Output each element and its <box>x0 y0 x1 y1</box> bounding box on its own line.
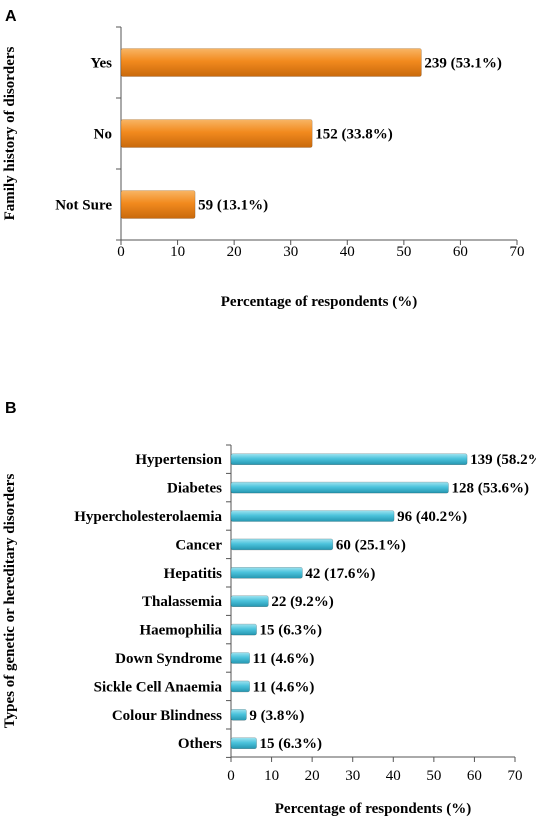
data-label: 239 (53.1%) <box>424 56 502 72</box>
data-label: 11 (4.6%) <box>253 651 315 667</box>
x-tick-label: 70 <box>510 244 525 260</box>
category-label: Yes <box>90 56 112 72</box>
x-tick-label: 20 <box>305 768 320 784</box>
data-label: 15 (6.3%) <box>260 623 323 639</box>
data-label: 139 (58.2%) <box>470 452 536 468</box>
x-tick-label: 70 <box>508 768 523 784</box>
chart-panel-a: A 0 10 20 30 40 50 60 70 Yes 239 (53.1%) No 152 (33.… <box>2 8 525 310</box>
category-label: Hypertension <box>135 452 222 468</box>
category-label: Sickle Cell Anaemia <box>94 679 223 695</box>
x-tick-label: 30 <box>283 244 298 260</box>
bar-no <box>120 119 313 148</box>
data-label: 9 (3.8%) <box>249 708 304 724</box>
bar-not-sure <box>120 190 196 219</box>
category-label: Haemophilia <box>139 623 222 639</box>
x-tick-label: 0 <box>117 244 125 260</box>
data-label: 59 (13.1%) <box>198 198 268 214</box>
bar-hypercholesterolaemia <box>230 510 395 522</box>
category-label: No <box>94 127 112 143</box>
panel-label: A <box>5 8 17 25</box>
category-label: Colour Blindness <box>112 708 222 724</box>
bar-cancer <box>230 538 334 551</box>
x-tick-label: 20 <box>227 244 242 260</box>
bar-colour-blindness <box>230 708 247 721</box>
x-tick-label: 40 <box>386 768 401 784</box>
x-tick-label: 10 <box>264 768 279 784</box>
category-label: Thalassemia <box>142 594 223 610</box>
data-label: 128 (53.6%) <box>451 481 529 497</box>
data-label: 60 (25.1%) <box>336 537 406 553</box>
chart-panel-b: B 0 10 20 30 40 50 60 70 Hypertension 139 (58.2%) D… <box>2 400 536 817</box>
category-label: Diabetes <box>167 481 222 497</box>
data-label: 15 (6.3%) <box>260 736 323 752</box>
data-label: 152 (33.8%) <box>315 127 393 143</box>
x-tick-label: 60 <box>453 244 468 260</box>
x-axis-title: Percentage of respondents (%) <box>275 801 472 817</box>
bar-sickle-cell-anaemia <box>230 680 250 693</box>
bar-thalassemia <box>230 595 269 608</box>
category-label: Not Sure <box>55 198 112 214</box>
bar-hypertension <box>230 453 468 466</box>
data-label: 11 (4.6%) <box>253 679 315 695</box>
y-axis-title: Types of genetic or hereditary disorders <box>2 474 18 729</box>
bar-diabetes <box>230 481 449 494</box>
category-label: Others <box>178 736 222 752</box>
data-label: 42 (17.6%) <box>305 566 375 582</box>
panel-label: B <box>5 400 17 417</box>
x-tick-label: 0 <box>227 768 235 784</box>
x-axis-title: Percentage of respondents (%) <box>221 294 418 310</box>
category-label: Down Syndrome <box>115 651 222 667</box>
bar-hepatitis <box>230 566 303 579</box>
category-label: Cancer <box>175 537 222 553</box>
y-axis-title: Family history of disorders <box>2 46 18 220</box>
category-label: Hepatitis <box>164 566 222 582</box>
x-tick-label: 30 <box>345 768 360 784</box>
x-tick-label: 50 <box>426 768 441 784</box>
data-label: 96 (40.2%) <box>397 509 467 525</box>
bar-yes <box>120 48 422 77</box>
bar-down-syndrome <box>230 652 250 664</box>
data-label: 22 (9.2%) <box>271 594 334 610</box>
x-tick-label: 40 <box>340 244 355 260</box>
category-label: Hypercholesterolaemia <box>74 509 222 525</box>
x-tick-label: 50 <box>396 244 411 260</box>
x-tick-label: 10 <box>170 244 185 260</box>
bar-haemophilia <box>230 623 257 636</box>
bar-others <box>230 737 257 750</box>
x-tick-label: 60 <box>467 768 482 784</box>
